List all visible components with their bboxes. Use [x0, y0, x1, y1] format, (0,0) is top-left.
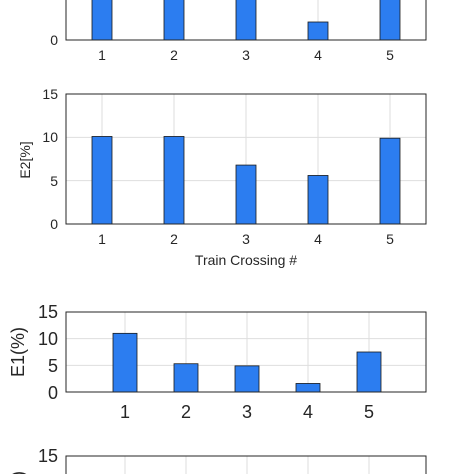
panel-3-ytick-label-0: 0: [48, 383, 58, 403]
panel-1-bar-3: [235, 0, 257, 41]
panel-4-grid: [66, 455, 426, 474]
panel-3-ytick-label-5: 5: [48, 356, 58, 376]
panel-3-xtick-label-5: 5: [364, 402, 374, 422]
panel-1-bar-4: [307, 21, 329, 41]
panel-1-axes-box: [65, 0, 427, 41]
panel-3-xticks: 1 2 3 4 5: [120, 402, 374, 422]
panel-2-bar-3: [235, 164, 257, 225]
panel-2-ytick-label-0: 0: [50, 216, 58, 232]
panel-3-bar-5: [356, 351, 382, 393]
panel-2-ylabel: E2[%]: [17, 141, 33, 178]
panel-2-ytick-label-10: 10: [42, 129, 58, 145]
panel-2-bars: [91, 136, 401, 225]
panel-3-bar-3: [234, 365, 260, 393]
panel-3-xtick-label-1: 1: [120, 402, 130, 422]
panel-2-xtick-label-4: 4: [314, 231, 322, 247]
panel-4-ylabel: ): [8, 471, 28, 474]
panel-2-yticks: 0 5 10 15: [42, 86, 58, 232]
panel-2-xlabel: Train Crossing #: [195, 252, 297, 268]
panel-2-xticks: 1 2 3 4 5: [98, 231, 394, 247]
panel-2-axes-box: [65, 93, 427, 225]
panel-1-xtick-label-3: 3: [242, 47, 250, 63]
panel-3-bar-1: [112, 332, 138, 393]
panel-1-xtick-label-4: 4: [314, 47, 322, 63]
panel-1-ytick-label-0: 0: [50, 32, 58, 48]
panel-3-axes-box: [65, 311, 427, 393]
panel-2-bar-5: [379, 137, 401, 225]
panel-4-ytick-label-15: 15: [38, 446, 58, 466]
panel-1-xtick-label-1: 1: [98, 47, 106, 63]
panel-2-bar-4: [307, 175, 329, 225]
panel-3-ytick-label-10: 10: [38, 329, 58, 349]
panel-2-ytick-label-15: 15: [42, 86, 58, 102]
panel-2-bar-1: [91, 136, 113, 225]
panel-2-xtick-label-2: 2: [170, 231, 178, 247]
panel-1-bar-1: [91, 0, 113, 41]
panel-3: 0 5 10 15 1 2 3 4 5 E1(%): [8, 302, 427, 422]
panel-1-bar-5: [379, 0, 401, 41]
panel-1-bar-2: [163, 0, 185, 41]
panel-1-bars: [91, 0, 401, 41]
panel-1-xticks: 1 2 3 4 5: [98, 47, 394, 63]
panel-2-xtick-label-3: 3: [242, 231, 250, 247]
panel-1-yticks: 0: [50, 32, 58, 48]
panel-4: 15 ): [8, 446, 427, 474]
panel-1: 0 1 2 3 4 5: [50, 0, 427, 63]
panel-1-xtick-label-5: 5: [386, 47, 394, 63]
panel-4-axes-box: [65, 455, 427, 474]
panel-2-bar-2: [163, 136, 185, 225]
panel-1-xtick-label-2: 2: [170, 47, 178, 63]
panel-3-xtick-label-2: 2: [181, 402, 191, 422]
panel-4-yticks: 15: [38, 446, 58, 466]
panel-3-xtick-label-4: 4: [303, 402, 313, 422]
panel-3-xtick-label-3: 3: [242, 402, 252, 422]
panel-3-bar-4: [295, 383, 321, 393]
panel-3-ylabel: E1(%): [8, 327, 28, 377]
panel-2-xtick-label-1: 1: [98, 231, 106, 247]
panel-3-yticks: 0 5 10 15: [38, 302, 58, 403]
panel-3-ytick-label-15: 15: [38, 302, 58, 322]
panel-2-xtick-label-5: 5: [386, 231, 394, 247]
panel-3-bar-2: [173, 363, 199, 393]
panel-2: 0 5 10 15 1 2 3 4 5 Train Crossing # E2[…: [17, 86, 427, 268]
panel-2-ytick-label-5: 5: [50, 173, 58, 189]
